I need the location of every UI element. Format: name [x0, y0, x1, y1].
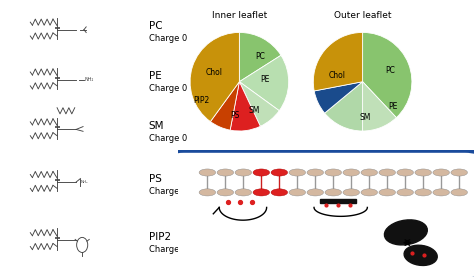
Circle shape: [379, 189, 395, 196]
Text: NH₂: NH₂: [81, 180, 89, 184]
Circle shape: [271, 189, 288, 196]
Wedge shape: [363, 32, 412, 118]
Circle shape: [451, 189, 467, 196]
Circle shape: [289, 169, 306, 176]
Text: PS: PS: [149, 174, 162, 184]
Text: Charge 0: Charge 0: [149, 134, 187, 143]
Circle shape: [361, 189, 378, 196]
Text: SM: SM: [359, 113, 371, 122]
Wedge shape: [190, 32, 239, 122]
Text: Charge -3: Charge -3: [149, 245, 190, 254]
Text: PC: PC: [255, 52, 265, 61]
Circle shape: [361, 169, 378, 176]
Text: Chol: Chol: [328, 71, 346, 80]
Text: PC: PC: [149, 21, 163, 31]
Circle shape: [325, 189, 342, 196]
Text: Charge 0: Charge 0: [149, 34, 187, 43]
Circle shape: [343, 189, 360, 196]
Circle shape: [271, 169, 288, 176]
Wedge shape: [239, 32, 281, 82]
Circle shape: [343, 169, 360, 176]
Wedge shape: [313, 32, 363, 91]
Circle shape: [433, 189, 449, 196]
Circle shape: [217, 169, 234, 176]
Title: Inner leaflet: Inner leaflet: [212, 11, 267, 20]
Text: PC: PC: [385, 66, 395, 75]
Text: PE: PE: [149, 71, 162, 81]
Wedge shape: [363, 82, 396, 131]
Circle shape: [415, 189, 431, 196]
Wedge shape: [239, 82, 279, 126]
Text: Chol: Chol: [205, 68, 222, 77]
Circle shape: [289, 189, 306, 196]
Circle shape: [235, 169, 252, 176]
Bar: [320, 199, 356, 203]
Circle shape: [397, 189, 413, 196]
Circle shape: [235, 189, 252, 196]
Circle shape: [307, 189, 324, 196]
Text: PIP2: PIP2: [149, 232, 171, 242]
Ellipse shape: [384, 220, 427, 245]
Circle shape: [307, 169, 324, 176]
Wedge shape: [210, 82, 239, 130]
Text: SM: SM: [248, 106, 260, 115]
Text: Charge -1: Charge -1: [149, 187, 190, 196]
Circle shape: [451, 169, 467, 176]
Circle shape: [379, 169, 395, 176]
Text: PIP2: PIP2: [193, 96, 209, 105]
Title: Outer leaflet: Outer leaflet: [334, 11, 392, 20]
Wedge shape: [325, 82, 363, 131]
Text: PE: PE: [389, 102, 398, 111]
Circle shape: [253, 169, 270, 176]
Text: Charge 0: Charge 0: [149, 84, 187, 93]
Circle shape: [199, 189, 216, 196]
Circle shape: [217, 189, 234, 196]
Ellipse shape: [404, 245, 437, 265]
Text: NH₂: NH₂: [85, 77, 94, 82]
Circle shape: [433, 169, 449, 176]
Text: SM: SM: [149, 121, 164, 131]
Text: PE: PE: [260, 75, 270, 84]
Text: PS: PS: [231, 111, 240, 120]
Circle shape: [325, 169, 342, 176]
Wedge shape: [230, 82, 260, 131]
Wedge shape: [314, 82, 363, 113]
Wedge shape: [239, 55, 289, 111]
Circle shape: [397, 169, 413, 176]
FancyBboxPatch shape: [169, 151, 474, 277]
Circle shape: [199, 169, 216, 176]
Circle shape: [415, 169, 431, 176]
Circle shape: [253, 189, 270, 196]
